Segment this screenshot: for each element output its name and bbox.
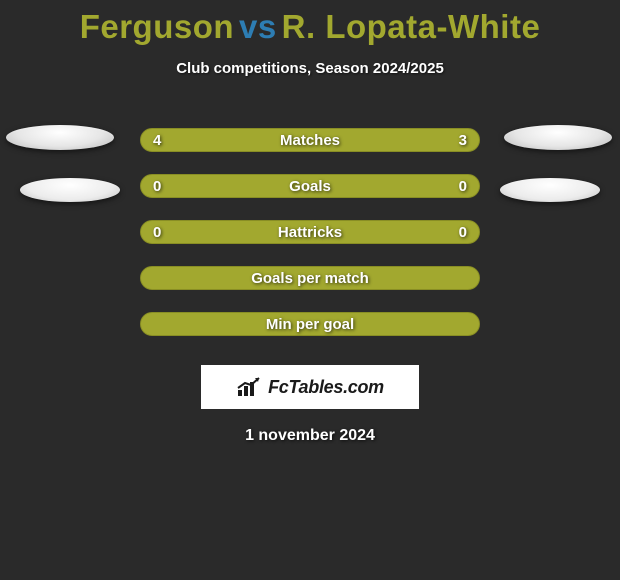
stat-bar: 4 Matches 3	[140, 128, 480, 152]
stat-row: 0 Goals 0	[0, 163, 620, 209]
stat-label: Goals	[289, 178, 331, 195]
stat-row: 4 Matches 3	[0, 117, 620, 163]
stat-bar: Min per goal	[140, 312, 480, 336]
stat-value-right: 0	[459, 178, 467, 195]
stat-label: Min per goal	[266, 316, 354, 333]
stat-bar: 0 Hattricks 0	[140, 220, 480, 244]
stat-bar: 0 Goals 0	[140, 174, 480, 198]
stat-label: Hattricks	[278, 224, 342, 241]
branding-text: FcTables.com	[268, 377, 384, 398]
vs-text: vs	[239, 8, 277, 45]
player1-name: Ferguson	[80, 8, 234, 45]
stat-label: Goals per match	[251, 270, 369, 287]
stat-value-left: 4	[153, 132, 161, 149]
season-subtitle: Club competitions, Season 2024/2025	[0, 60, 620, 77]
stat-row: Goals per match	[0, 255, 620, 301]
comparison-title: Ferguson vs R. Lopata-White	[0, 0, 620, 46]
branding-badge: FcTables.com	[201, 365, 419, 409]
stat-value-left: 0	[153, 178, 161, 195]
stat-value-right: 0	[459, 224, 467, 241]
stat-value-right: 3	[459, 132, 467, 149]
player2-name: R. Lopata-White	[282, 8, 541, 45]
stat-bar: Goals per match	[140, 266, 480, 290]
stat-label: Matches	[280, 132, 340, 149]
stats-rows: 4 Matches 3 0 Goals 0 0 Hattricks 0 Goal…	[0, 117, 620, 347]
stat-row: 0 Hattricks 0	[0, 209, 620, 255]
stat-row: Min per goal	[0, 301, 620, 347]
snapshot-date: 1 november 2024	[0, 427, 620, 445]
chart-icon	[236, 376, 262, 398]
stat-value-left: 0	[153, 224, 161, 241]
